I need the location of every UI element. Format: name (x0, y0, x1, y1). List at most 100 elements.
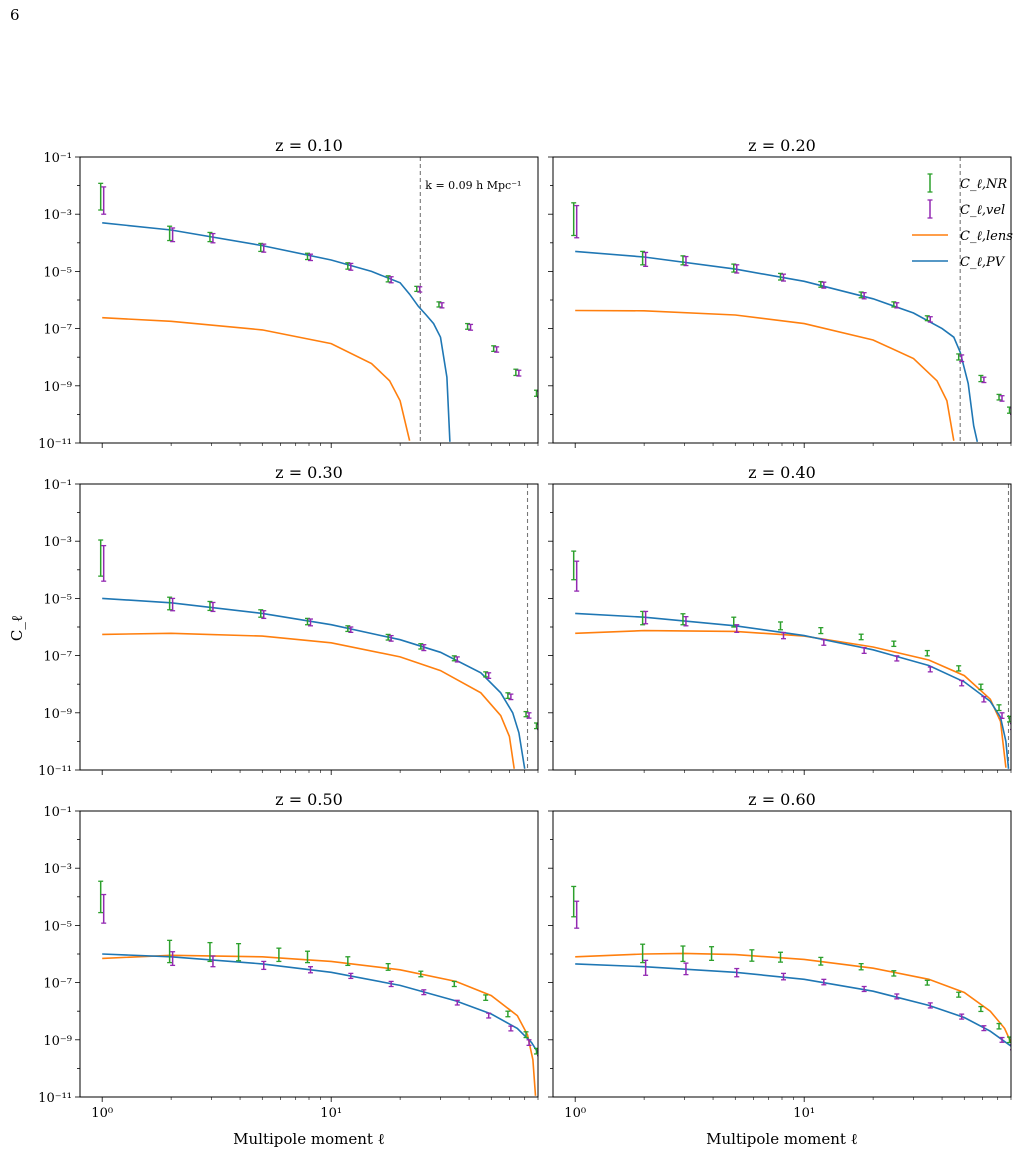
pv-curve (102, 953, 538, 1054)
nr-errorbar (418, 643, 424, 650)
vel-errorbar (734, 264, 740, 274)
panel-6: z = 0.60 10⁰ 10¹ (548, 790, 1012, 1121)
x-axis-label-left: Multipole moment ℓ (233, 1130, 385, 1148)
lens-curve (102, 316, 411, 441)
pv-curve (102, 222, 451, 442)
nr-errorbar (709, 946, 715, 961)
vel-errorbar (999, 712, 1005, 719)
nr-errorbar (465, 322, 471, 330)
nr-errorbar (731, 616, 737, 628)
vel-errorbar (494, 346, 500, 353)
nr-errorbar (534, 1047, 538, 1055)
nr-errorbar (345, 956, 351, 967)
panel-title: z = 0.30 (275, 463, 343, 482)
nr-errorbar (385, 633, 391, 641)
nr-errorbar (98, 539, 104, 577)
vel-errorbar (508, 693, 514, 701)
y-tick-label: 10⁻¹¹ (38, 764, 72, 779)
nr-errorbar (167, 225, 173, 242)
legend-nr-label: C_ℓ,NR (960, 177, 1007, 192)
nr-errorbar (778, 951, 783, 963)
nr-errorbar (98, 880, 104, 914)
vel-errorbar (101, 186, 107, 215)
y-tick-label: 10⁻¹¹ (38, 437, 72, 452)
panel-title: z = 0.20 (748, 136, 816, 155)
vel-errorbar (734, 967, 740, 978)
vel-errorbar (894, 302, 900, 309)
vel-errorbar (388, 634, 394, 642)
vel-errorbar (861, 292, 867, 300)
vel-errorbar (101, 544, 107, 582)
nr-errorbar (680, 613, 686, 626)
nr-errorbar (207, 231, 213, 243)
legend-lens-label: C_ℓ,lens (960, 229, 1013, 244)
vel-errorbar (170, 227, 176, 243)
nr-errorbar (640, 610, 646, 626)
nr-errorbar (534, 389, 538, 397)
vel-errorbar (683, 616, 689, 627)
vel-errorbar (261, 243, 267, 253)
vel-errorbar (388, 276, 394, 284)
plot-area (571, 885, 1011, 1051)
nr-errorbar (418, 970, 424, 978)
plot-area (98, 880, 538, 1096)
nr-errorbar (1007, 1036, 1011, 1044)
nr-errorbar (505, 1010, 511, 1018)
vel-errorbar (683, 962, 689, 976)
nr-errorbar (680, 255, 686, 266)
nr-errorbar (640, 250, 646, 266)
nr-errorbar (385, 962, 391, 971)
vel-errorbar (261, 960, 267, 971)
vel-errorbar (454, 656, 460, 663)
vel-errorbar (683, 255, 689, 267)
vel-errorbar (999, 1036, 1005, 1043)
vel-errorbar (959, 679, 965, 687)
nr-errorbar (818, 956, 824, 966)
panel-title: z = 0.60 (748, 790, 816, 809)
nr-errorbar (749, 949, 755, 962)
panel-frame (79, 483, 539, 771)
vel-errorbar (981, 695, 987, 703)
vel-errorbar (348, 262, 354, 271)
vel-errorbar (210, 232, 216, 244)
y-tick-label: 10⁻³ (43, 208, 72, 223)
nr-errorbar (276, 947, 282, 963)
y-tick-label: 10⁻⁵ (43, 919, 72, 934)
plot-area (571, 484, 1011, 770)
x-tick-label: 10¹ (320, 1106, 342, 1121)
nr-errorbar (345, 625, 351, 633)
nr-errorbar (167, 939, 173, 964)
panel-frame (552, 810, 1012, 1098)
vel-errorbar (574, 900, 580, 929)
vel-errorbar (388, 980, 394, 988)
vel-errorbar (781, 972, 786, 981)
nr-errorbar (924, 979, 930, 986)
x-tick-label: 10¹ (793, 1106, 815, 1121)
vel-errorbar (421, 989, 427, 996)
vel-errorbar (210, 601, 216, 613)
nr-errorbar (924, 649, 930, 657)
nr-errorbar (891, 640, 897, 648)
nr-errorbar (491, 345, 497, 353)
legend-pv-label: C_ℓ,PV (960, 255, 1006, 270)
nr-errorbar (978, 683, 984, 691)
vel-errorbar (516, 369, 522, 377)
x-tick-label: 10⁰ (91, 1106, 113, 1121)
x-tick-label: 10⁰ (564, 1106, 586, 1121)
nr-errorbar (891, 301, 897, 308)
plot-area (98, 157, 538, 443)
nr-errorbar (858, 633, 864, 641)
vel-errorbar (308, 966, 313, 974)
vel-errorbar (526, 1039, 532, 1046)
vel-errorbar (959, 354, 965, 363)
y-tick-label: 10⁻⁹ (43, 707, 72, 722)
nr-errorbar (305, 950, 310, 964)
legend-vel-label: C_ℓ,vel (960, 203, 1005, 218)
k-annotation: k = 0.09 h Mpc⁻¹ (425, 179, 521, 192)
y-tick-label: 10⁻¹ (43, 151, 72, 166)
nr-errorbar (571, 885, 577, 918)
y-tick-label: 10⁻¹ (43, 805, 72, 820)
vel-errorbar (468, 323, 474, 331)
page-number: 6 (10, 6, 20, 24)
nr-errorbar (483, 994, 489, 1001)
